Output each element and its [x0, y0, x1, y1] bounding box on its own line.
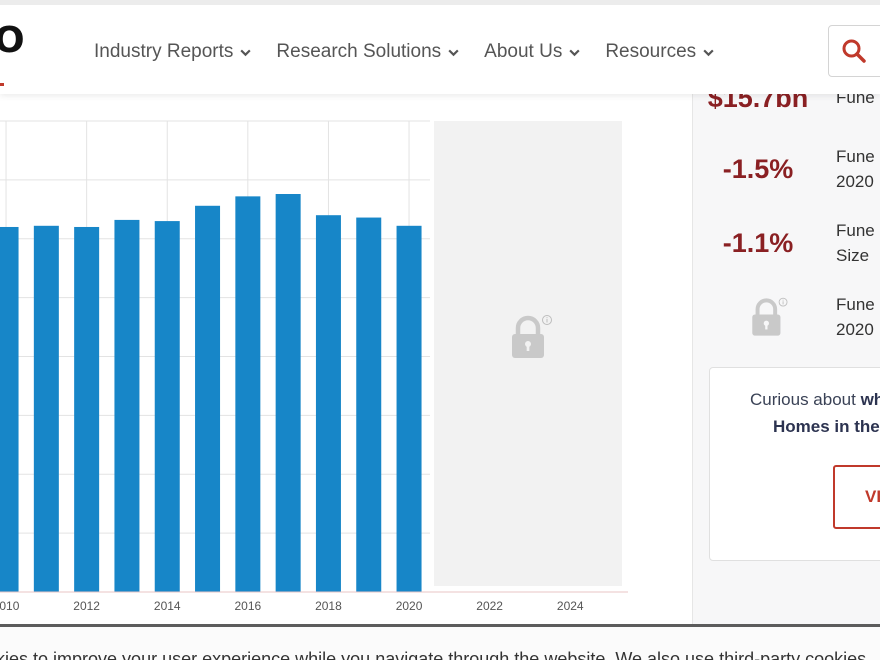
stat-label: Fune 2020 — [836, 147, 875, 191]
x-tick-2020: 2020 — [396, 599, 423, 613]
x-tick-2014: 2014 — [154, 599, 181, 613]
cookie-text: okies to improve your user experience wh… — [0, 649, 867, 660]
nav-research-solutions[interactable]: Research Solutions — [276, 41, 460, 63]
revenue-chart: 2010 2012 2014 2016 2018 2020 2022 2024 — [0, 94, 690, 625]
curious-text: Curious about wh — [750, 390, 880, 410]
stat-label: Fune 2020 — [836, 295, 875, 339]
x-tick-2012: 2012 — [73, 599, 100, 613]
curious-subtitle: Homes in the — [773, 417, 880, 436]
x-tick-2022: 2022 — [476, 599, 503, 613]
logo-mark: O — [0, 20, 25, 61]
logo-underline — [0, 83, 4, 86]
search-icon[interactable] — [841, 38, 867, 64]
chevron-down-icon — [240, 49, 252, 56]
x-tick-2024: 2024 — [557, 599, 584, 613]
curious-bold: wh — [860, 390, 880, 409]
x-tick-2010: 2010 — [0, 599, 20, 613]
lock-icon[interactable] — [506, 313, 556, 363]
bar-2018[interactable] — [315, 215, 341, 592]
bar-2010[interactable] — [0, 226, 19, 592]
bar-2017[interactable] — [275, 194, 301, 592]
stat-market-size: $15.7bn Fune — [693, 94, 880, 134]
bar-2013[interactable] — [114, 219, 140, 592]
x-tick-2018: 2018 — [315, 599, 342, 613]
chevron-down-icon — [703, 49, 714, 56]
bar-chart: 2010 2012 2014 2016 2018 2020 2022 2024 — [0, 120, 628, 613]
panel-divider — [692, 94, 693, 625]
locked-forecast-panel[interactable] — [434, 121, 622, 586]
stat-growth-size: -1.1% Fune Size — [693, 218, 880, 270]
nav-resources[interactable]: Resources — [605, 41, 715, 63]
stat-label: Fune Size — [836, 221, 875, 265]
bar-2011[interactable] — [33, 225, 59, 593]
lock-icon[interactable] — [747, 296, 791, 340]
chevron-down-icon — [569, 49, 580, 56]
nav-label: Resources — [605, 41, 697, 62]
bar-2019[interactable] — [356, 217, 382, 592]
stat-value: -1.5% — [722, 154, 794, 184]
stat-growth-2020: -1.5% Fune 2020 — [693, 144, 880, 196]
chevron-down-icon — [448, 49, 459, 56]
stat-label: Fune — [836, 94, 875, 107]
main-nav: Industry Reports Research Solutions Abou… — [94, 41, 715, 63]
curious-card: Curious about wh Homes in the VI — [709, 367, 880, 561]
nav-industry-reports[interactable]: Industry Reports — [94, 41, 252, 63]
bar-2014[interactable] — [154, 221, 180, 592]
cookie-banner: okies to improve your user experience wh… — [0, 627, 880, 660]
nav-about-us[interactable]: About Us — [484, 41, 581, 63]
view-report-button[interactable]: VI — [833, 465, 880, 529]
site-header: O Industry Reports Research Solutions Ab… — [0, 0, 880, 94]
nav-label: Research Solutions — [276, 41, 442, 62]
nav-label: Industry Reports — [94, 41, 234, 62]
site-logo[interactable]: O — [0, 19, 25, 86]
stat-value: $15.7bn — [707, 94, 809, 113]
bar-2020[interactable] — [396, 225, 422, 593]
nav-label: About Us — [484, 41, 563, 62]
x-tick-2016: 2016 — [234, 599, 261, 613]
bar-2015[interactable] — [195, 205, 221, 592]
search-input[interactable] — [828, 25, 880, 77]
stat-locked: Fune 2020 — [693, 292, 880, 344]
cookie-banner-border — [0, 624, 880, 627]
stats-panel: $15.7bn Fune -1.5% Fune 2020 -1.1% Fune … — [693, 94, 880, 625]
bar-2012[interactable] — [74, 226, 100, 592]
stat-value: -1.1% — [722, 228, 794, 258]
curious-prefix: Curious about — [750, 390, 861, 409]
bar-2016[interactable] — [235, 196, 261, 593]
